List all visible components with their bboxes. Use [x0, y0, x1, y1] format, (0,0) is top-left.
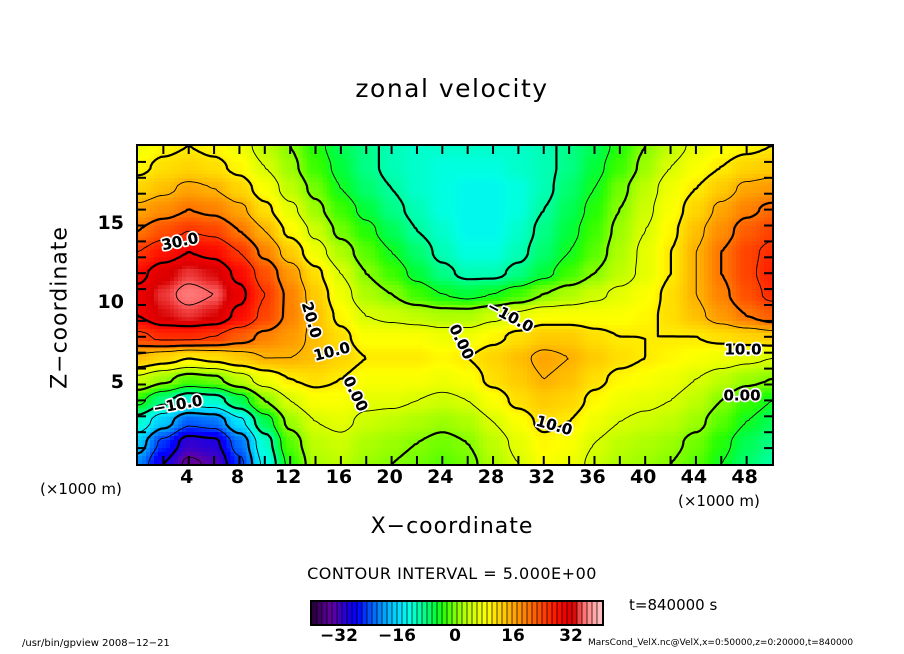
- colorbar-tick-16: 16: [501, 626, 525, 646]
- x-tick-4: 4: [180, 466, 194, 488]
- x-tick-40: 40: [629, 466, 657, 488]
- x-axis-unit-right: (×1000 m): [678, 492, 760, 510]
- x-tick-12: 12: [274, 466, 302, 488]
- colorbar-tick-−32: −32: [320, 626, 358, 646]
- x-tick-8: 8: [230, 466, 245, 488]
- x-tick-16: 16: [325, 466, 353, 488]
- colorbar-tick-−16: −16: [378, 626, 416, 646]
- x-tick-28: 28: [477, 466, 505, 488]
- y-tick-15: 15: [97, 211, 124, 234]
- x-axis-unit-left: (×1000 m): [40, 480, 122, 498]
- x-axis-title: X−coordinate: [370, 514, 534, 539]
- contour-interval-label: CONTOUR INTERVAL = 5.000E+00: [307, 564, 597, 583]
- colorbar-swatches: [312, 602, 603, 624]
- contour-label-8: 10.010.0: [723, 339, 764, 361]
- contour-plot-area: 30.0 30.0 20.0 20.0 10.0 10.0 0.00 0.00 −10.0 −10…: [136, 144, 774, 466]
- page-title: zonal velocity: [355, 74, 549, 103]
- x-tick-48: 48: [731, 466, 758, 488]
- colorbar-tick-32: 32: [559, 626, 583, 646]
- contour-lines: [138, 146, 772, 464]
- x-tick-32: 32: [528, 466, 555, 488]
- colorbar-tick-0: 0: [449, 626, 461, 646]
- x-tick-20: 20: [376, 466, 403, 488]
- footer-datasource: MarsCond_VelX.nc@VelX,x=0:50000,z=0:2000…: [588, 638, 854, 648]
- x-tick-36: 36: [579, 466, 606, 488]
- time-label: t=840000 s: [629, 596, 718, 614]
- contour-plot-svg: 30.030.020.020.010.010.00.000.00−10.0−10…: [138, 146, 772, 464]
- y-tick-10: 10: [97, 291, 124, 313]
- colorbar: [310, 600, 604, 626]
- x-tick-24: 24: [427, 466, 454, 488]
- footer-command: /usr/bin/gpview 2008−12−21: [22, 638, 170, 649]
- y-axis-title: Z−coordinate: [47, 226, 73, 389]
- x-tick-44: 44: [680, 466, 708, 488]
- color-tone-field: [138, 146, 772, 464]
- y-tick-5: 5: [110, 370, 124, 393]
- frame-tick-marks: [138, 146, 772, 464]
- contour-label-9: 0.000.00: [722, 385, 763, 407]
